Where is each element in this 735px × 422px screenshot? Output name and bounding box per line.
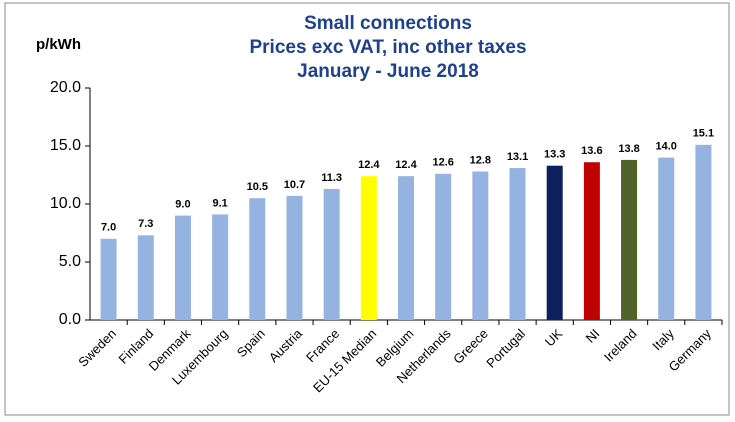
bar	[249, 198, 266, 320]
x-tick-label: UK	[542, 326, 566, 350]
value-label: 7.0	[101, 222, 116, 234]
x-tick-label: Austria	[266, 325, 306, 365]
bar	[658, 157, 675, 320]
bar	[212, 214, 229, 320]
value-label: 13.8	[618, 143, 639, 155]
bar	[546, 165, 563, 320]
value-label: 9.0	[175, 199, 190, 211]
value-label: 12.8	[470, 154, 491, 166]
x-tick-label: Sweden	[75, 326, 119, 370]
bar	[100, 238, 117, 320]
y-axis-label: p/kWh	[36, 36, 81, 53]
x-tick-label: Italy	[649, 326, 677, 354]
value-label: 9.1	[212, 197, 227, 209]
value-label: 12.4	[358, 159, 380, 171]
value-label: 13.1	[507, 151, 528, 163]
bar	[137, 235, 154, 320]
y-tick-label: 5.0	[59, 253, 81, 270]
value-label: 10.7	[284, 179, 305, 191]
chart-subtitle: January - June 2018	[297, 61, 479, 82]
bar	[695, 144, 712, 320]
chart-frame	[4, 2, 730, 416]
value-label: 15.1	[693, 128, 714, 140]
x-tick-label: Spain	[234, 326, 268, 360]
bar	[472, 171, 489, 320]
bar	[286, 195, 303, 320]
bar	[174, 215, 191, 320]
value-label: 10.5	[247, 181, 268, 193]
bar	[360, 176, 377, 320]
bar	[323, 188, 340, 320]
y-tick-label: 0.0	[59, 311, 81, 328]
y-tick-label: 10.0	[50, 195, 81, 212]
bar	[509, 168, 526, 320]
bar	[583, 162, 600, 320]
y-tick-label: 20.0	[50, 79, 81, 96]
chart-subtitle: Prices exc VAT, inc other taxes	[249, 37, 526, 58]
value-label: 12.6	[432, 157, 453, 169]
value-label: 13.3	[544, 149, 565, 161]
value-label: 14.0	[656, 141, 677, 153]
bar	[435, 173, 452, 320]
bar	[621, 159, 638, 320]
value-label: 13.6	[581, 145, 602, 157]
chart-title: Small connections	[304, 13, 472, 34]
value-label: 7.3	[138, 218, 153, 230]
x-tick-label: Ireland	[601, 326, 640, 365]
x-tick-label: Portugal	[483, 326, 528, 371]
bar	[398, 176, 414, 320]
x-tick-label: NI	[583, 326, 603, 346]
value-label: 12.4	[395, 159, 417, 171]
y-tick-label: 15.0	[50, 137, 81, 154]
value-label: 11.3	[321, 172, 342, 184]
